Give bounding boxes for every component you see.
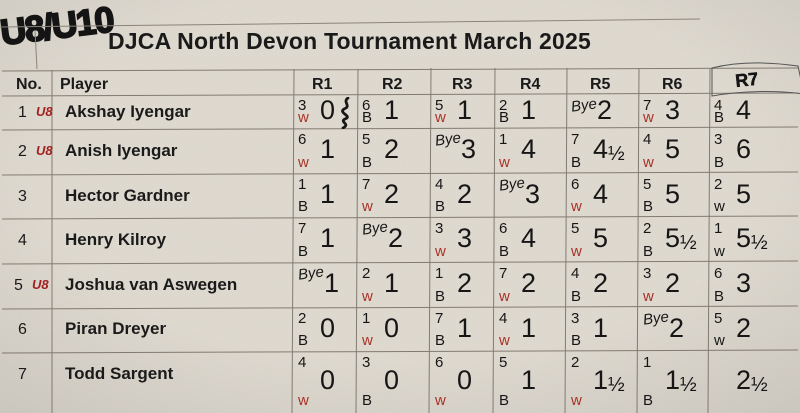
svg-text:R7: R7 bbox=[734, 69, 759, 91]
